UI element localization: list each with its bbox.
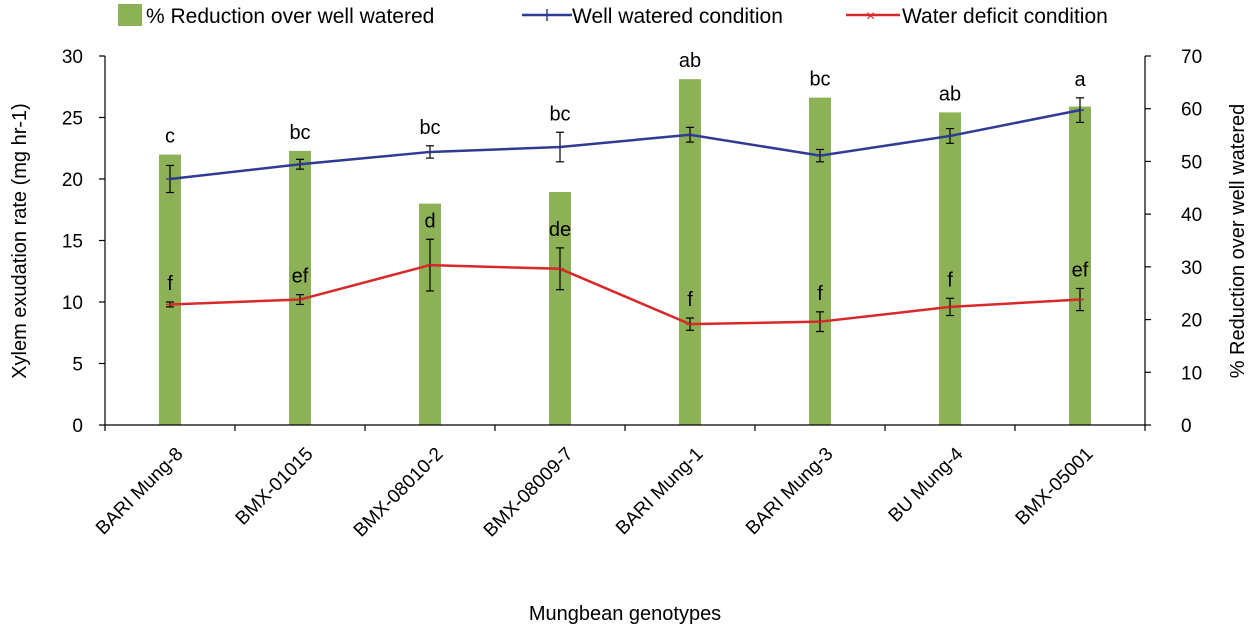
y2-tick-label: 30 (1181, 258, 1202, 279)
bar (939, 112, 961, 425)
y-tick-label: 25 (62, 109, 83, 130)
x-axis-title: Mungbean genotypes (529, 603, 721, 625)
legend-deficit-label: Water deficit condition (902, 5, 1108, 28)
x-tick-label: BU Mung-4 (885, 443, 968, 526)
x-tick-label: BMX-08010-2 (350, 444, 448, 542)
well-watered-letter: bc (549, 103, 570, 125)
bar (549, 192, 571, 425)
y2-tick-label: 0 (1181, 416, 1192, 437)
plot-area: 0 5 10 15 20 25 30 0 10 20 30 40 50 60 70 BARI Mung-8 BM… (62, 47, 1202, 541)
water-deficit-letter: f (167, 273, 173, 295)
y-tick-label: 0 (72, 416, 83, 437)
x-tick-label: BMX-08009-7 (480, 444, 578, 542)
water-deficit-line (169, 263, 1081, 326)
water-deficit-letter: de (549, 219, 571, 241)
x-tick-label: BARI Mung-8 (92, 444, 187, 539)
y-tick-label: 15 (62, 232, 83, 253)
y2-tick-label: 70 (1181, 47, 1202, 68)
y-tick-label: 10 (62, 293, 83, 314)
x-tick-label: BMX-01015 (232, 444, 318, 530)
y-tick-label: 30 (62, 47, 83, 68)
legend-deficit-marker: × (866, 8, 875, 25)
water-deficit-letter: d (424, 210, 435, 232)
y-tick-label: 20 (62, 170, 83, 191)
bar (1069, 106, 1091, 425)
legend-bar-swatch (118, 4, 142, 26)
y2-tick-label: 20 (1181, 311, 1202, 332)
x-tick-label: BARI Mung-3 (742, 444, 837, 539)
water-deficit-letter: f (817, 283, 823, 305)
well-watered-letter: bc (809, 69, 830, 91)
well-watered-letter: c (165, 126, 175, 148)
bar (159, 154, 181, 425)
bar (809, 97, 831, 425)
well-watered-line (169, 108, 1081, 181)
water-deficit-letter: f (947, 269, 953, 291)
y-axis-title: Xylem exudation rate (mg hr-1) (9, 103, 31, 379)
bar (419, 203, 441, 425)
well-watered-letter: a (1074, 69, 1086, 91)
well-watered-letter: bc (419, 117, 440, 139)
y2-tick-label: 50 (1181, 152, 1202, 173)
y2-tick-label: 10 (1181, 363, 1202, 384)
y2-tick-label: 60 (1181, 100, 1202, 121)
bar (679, 79, 701, 426)
x-tick-label: BARI Mung-1 (612, 444, 707, 539)
x-tick-label: BMX-05001 (1012, 444, 1098, 530)
water-deficit-letter: ef (292, 266, 309, 288)
water-deficit-letter: f (687, 289, 693, 311)
y2-tick-label: 40 (1181, 205, 1202, 226)
y-tick-label: 5 (72, 355, 83, 376)
bar (289, 150, 311, 425)
legend: % Reduction over well watered Well water… (118, 4, 1108, 28)
well-watered-letter: ab (679, 50, 701, 72)
well-watered-letter: ab (939, 83, 961, 105)
water-deficit-letter: ef (1072, 259, 1089, 281)
y2-axis-title: % Reduction over well watered (1227, 104, 1249, 379)
legend-bar-label: % Reduction over well watered (146, 5, 434, 28)
legend-well-label: Well watered condition (572, 5, 783, 28)
well-watered-letter: bc (289, 122, 310, 144)
